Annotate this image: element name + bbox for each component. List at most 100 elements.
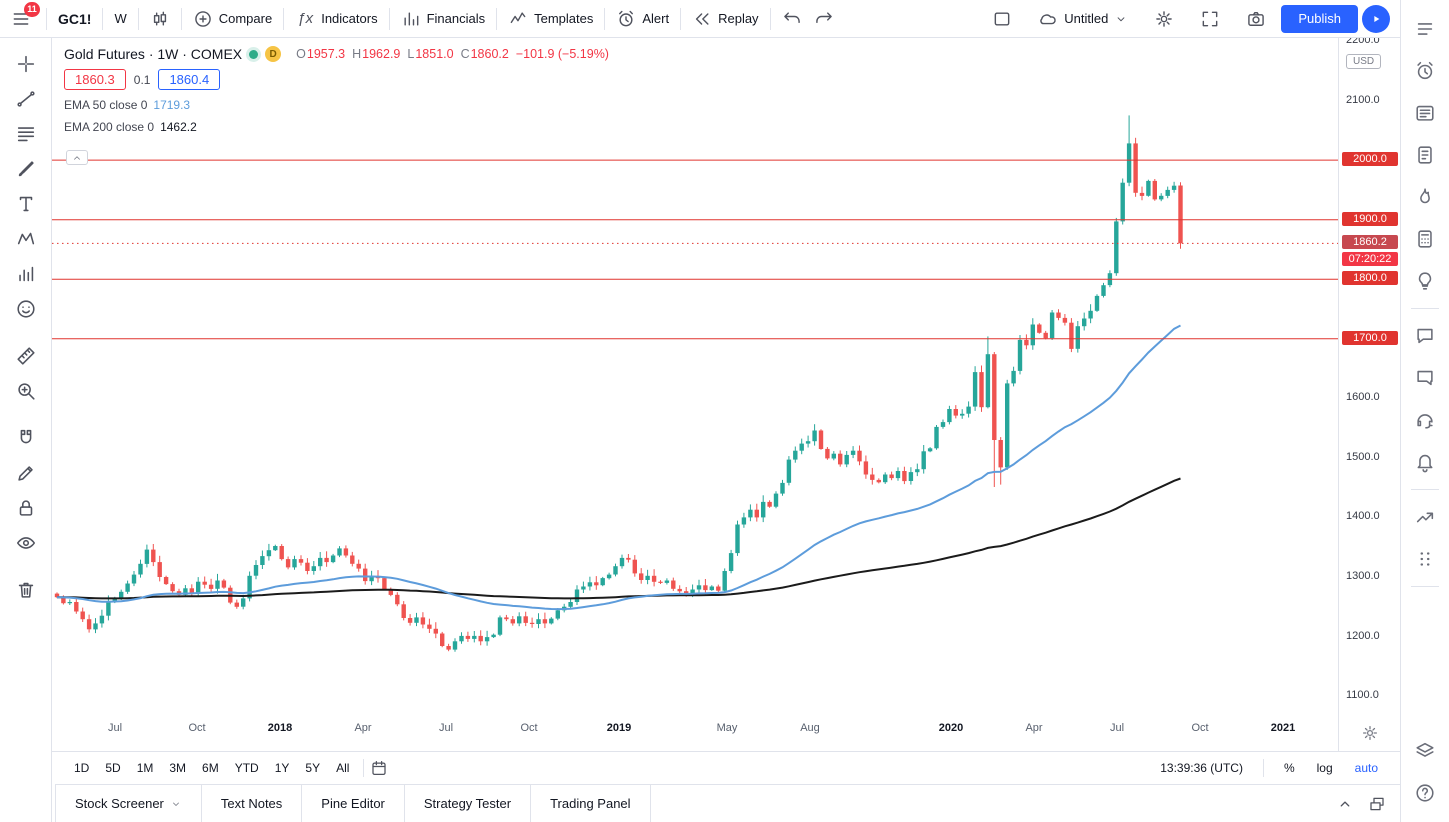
magnet-icon: [15, 427, 37, 449]
hline-price-tag[interactable]: 1900.0: [1342, 211, 1398, 226]
range-ytd-button[interactable]: YTD: [227, 758, 267, 778]
go-to-date-button[interactable]: [370, 759, 388, 777]
toolbar-alert-label: Alert: [642, 11, 670, 26]
tool-trendline-button[interactable]: [7, 81, 45, 116]
layout-button[interactable]: [981, 0, 1023, 38]
tool-pencil-button[interactable]: [7, 455, 45, 490]
log-scale-button[interactable]: log: [1309, 758, 1341, 778]
range-1y-button[interactable]: 1Y: [267, 758, 298, 778]
eye-icon: [15, 532, 37, 554]
toolbar-replay-button[interactable]: Replay: [681, 0, 769, 38]
sidebar-alarm-button[interactable]: [1407, 53, 1443, 89]
tool-zoom-button[interactable]: [7, 373, 45, 408]
sidebar-news-button[interactable]: [1407, 95, 1443, 131]
play-button[interactable]: [1362, 4, 1390, 33]
tool-emoji-button[interactable]: [7, 291, 45, 326]
ask-price[interactable]: 1860.4: [158, 69, 221, 90]
delayed-data-icon[interactable]: D: [265, 46, 282, 62]
tool-trash-button[interactable]: [7, 572, 45, 607]
tab-text-notes[interactable]: Text Notes: [202, 785, 303, 822]
range-all-button[interactable]: All: [328, 758, 357, 778]
sidebar-dots-button[interactable]: [1407, 541, 1443, 577]
toolbar-financials-label: Financials: [426, 11, 486, 26]
sidebar-markets-button[interactable]: [1407, 499, 1443, 535]
tool-ruler-button[interactable]: [7, 338, 45, 373]
indicator-row[interactable]: EMA 200 close 0 1462.2: [64, 120, 609, 134]
toolbar-templates-button[interactable]: Templates: [497, 0, 604, 38]
symbol-button[interactable]: GC1!: [47, 0, 102, 38]
axis-settings-button[interactable]: [1361, 724, 1379, 745]
range-1m-button[interactable]: 1M: [129, 758, 162, 778]
clock-utc-button[interactable]: 13:39:36 (UTC): [1152, 758, 1251, 778]
auto-scale-button[interactable]: auto: [1347, 758, 1386, 778]
main-menu-button[interactable]: 11: [0, 0, 46, 38]
markets-icon: [1414, 506, 1436, 528]
currency-chip[interactable]: USD: [1346, 54, 1382, 69]
toolbar-compare-button[interactable]: Compare: [182, 0, 283, 38]
tool-brush-button[interactable]: [7, 151, 45, 186]
indicator-row[interactable]: EMA 50 close 0 1719.3: [64, 98, 609, 112]
sidebar-watchlist-button[interactable]: [1407, 11, 1443, 47]
sidebar-chat-button[interactable]: [1407, 318, 1443, 354]
price-chart-canvas[interactable]: [52, 38, 1338, 751]
tool-lock-button[interactable]: [7, 490, 45, 525]
tab-strategy-tester[interactable]: Strategy Tester: [405, 785, 532, 822]
price-axis[interactable]: USD 2200.02100.02000.01900.01800.01700.0…: [1338, 34, 1400, 751]
drawing-toolbar: [0, 38, 52, 822]
save-layout-button[interactable]: Untitled: [1027, 0, 1139, 38]
redo-button[interactable]: [803, 0, 845, 38]
sidebar-bell-button[interactable]: [1407, 444, 1443, 480]
fullscreen-button[interactable]: [1189, 0, 1231, 38]
toolbar-financials-button[interactable]: Financials: [390, 0, 497, 38]
tool-fib-button[interactable]: [7, 116, 45, 151]
snapshot-button[interactable]: [1235, 0, 1277, 38]
sidebar-help-button[interactable]: [1407, 775, 1443, 811]
tool-group: [7, 420, 45, 560]
range-3m-button[interactable]: 3M: [161, 758, 194, 778]
sidebar-notes-button[interactable]: [1407, 137, 1443, 173]
tool-crosshair-button[interactable]: [7, 46, 45, 81]
sidebar-message-button[interactable]: [1407, 360, 1443, 396]
undo-button[interactable]: [771, 0, 813, 38]
toolbar-separator: [496, 7, 498, 30]
range-6m-button[interactable]: 6M: [194, 758, 227, 778]
toolbar-indicators-button[interactable]: ƒx Indicators: [284, 0, 388, 38]
toolbar-separator: [680, 7, 682, 30]
fib-icon: [15, 123, 37, 145]
bid-price[interactable]: 1860.3: [64, 69, 126, 90]
tab-stock-screener[interactable]: Stock Screener: [55, 785, 202, 822]
toolbar-alert-button[interactable]: Alert: [605, 0, 680, 38]
play-icon: [1368, 11, 1384, 27]
tool-group: [7, 46, 45, 326]
symbol-title[interactable]: Gold Futures · 1W · COMEX: [64, 46, 243, 62]
sidebar-layers-button[interactable]: [1407, 733, 1443, 769]
sidebar-fire-button[interactable]: [1407, 179, 1443, 215]
range-5d-button[interactable]: 5D: [97, 758, 128, 778]
chart-settings-button[interactable]: [1143, 0, 1185, 38]
time-axis-month-label: Jul: [107, 722, 123, 734]
hline-price-tag[interactable]: 1800.0: [1342, 271, 1398, 286]
tool-magnet-button[interactable]: [7, 420, 45, 455]
hline-price-tag[interactable]: 2000.0: [1342, 152, 1398, 167]
sidebar-idea-button[interactable]: [1407, 263, 1443, 299]
percent-scale-button[interactable]: %: [1276, 758, 1303, 778]
tool-xabcd-button[interactable]: [7, 221, 45, 256]
panel-restore-button[interactable]: [1368, 795, 1386, 813]
sidebar-calculator-button[interactable]: [1407, 221, 1443, 257]
sidebar-headset-button[interactable]: [1407, 402, 1443, 438]
plot-area[interactable]: Jul Oct 2018 Apr Jul Oct 2019 May Aug 2020 Apr Jul O…: [52, 38, 1338, 751]
hline-price-tag[interactable]: 1700.0: [1342, 330, 1398, 345]
chart-style-button[interactable]: [139, 0, 181, 38]
publish-button[interactable]: Publish: [1281, 4, 1358, 33]
sidebar-divider: [1411, 586, 1439, 587]
panel-collapse-button[interactable]: [1336, 795, 1354, 813]
interval-button[interactable]: W: [103, 0, 137, 38]
range-5y-button[interactable]: 5Y: [297, 758, 328, 778]
tool-text-button[interactable]: [7, 186, 45, 221]
tab-pine-editor[interactable]: Pine Editor: [302, 785, 405, 822]
tab-trading-panel[interactable]: Trading Panel: [531, 785, 651, 822]
range-1d-button[interactable]: 1D: [66, 758, 97, 778]
legend-collapse-button[interactable]: [66, 150, 88, 165]
tool-forecast-button[interactable]: [7, 256, 45, 291]
tool-eye-button[interactable]: [7, 525, 45, 560]
